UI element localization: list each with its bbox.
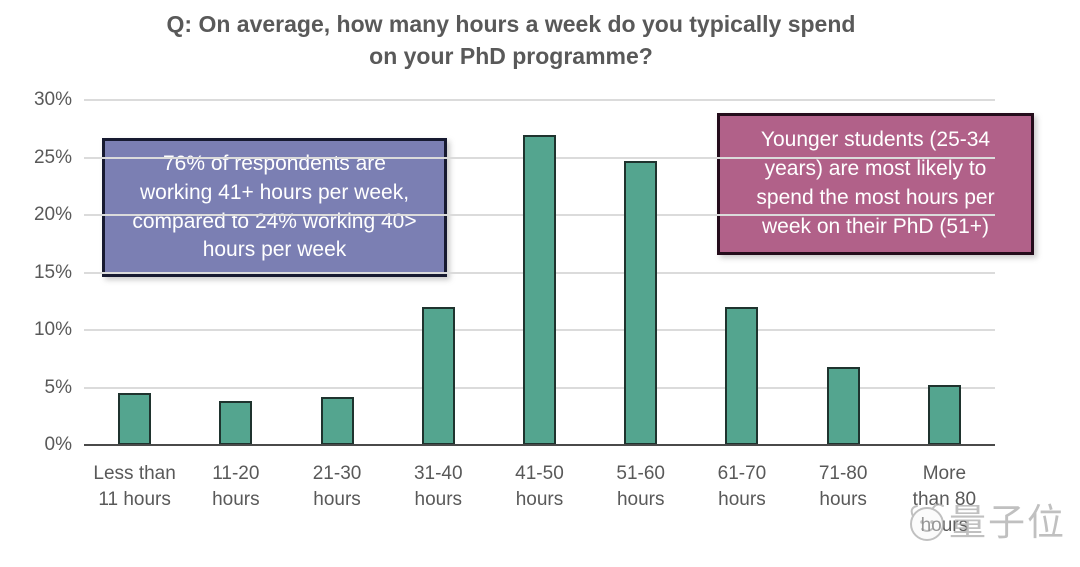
y-axis-tick-label: 25% [33, 146, 72, 168]
y-axis-tick-label: 5% [44, 376, 72, 398]
x-axis-category-label: Less than 11 hours [93, 463, 176, 510]
y-axis-tick-label: 10% [33, 319, 72, 340]
x-axis-category-label: 71-80 hours [818, 463, 868, 510]
bar-9 [927, 385, 961, 445]
x-axis-category-label: 11-20 hours [212, 463, 260, 510]
y-axis-tick-label: 15% [33, 261, 72, 283]
bar-6 [624, 160, 658, 445]
x-axis-category-label: 31-40 hours [413, 463, 463, 510]
bar-4 [421, 307, 455, 445]
annotation-box-younger-students: Younger students (25-34 years) are most … [717, 113, 1034, 255]
bar-8 [826, 366, 860, 445]
annotation-box-working-hours: 76% of respondents are working 41+ hours… [102, 138, 447, 277]
x-axis-category-label: 41-50 hours [515, 463, 564, 510]
y-axis-tick-label: 20% [33, 204, 72, 225]
bar-3 [320, 396, 354, 445]
bar-2 [219, 401, 253, 445]
y-axis-tick-label: 30% [33, 89, 72, 110]
bar-1 [118, 393, 152, 445]
x-axis-category-label: More than 80 hours [912, 463, 977, 536]
x-axis-line [84, 444, 995, 446]
bar-5 [523, 134, 556, 445]
gridline-30 [84, 99, 995, 101]
x-axis-category-label: 61-70 hours [717, 463, 767, 510]
x-axis-category-label: 21-30 hours [312, 463, 362, 510]
chart-title: Q: On average, how many hours a week do … [166, 11, 856, 70]
y-axis-tick-label: 0% [44, 434, 72, 455]
x-axis-category-label: 51-60 hours [616, 463, 666, 510]
bar-7 [725, 307, 759, 445]
